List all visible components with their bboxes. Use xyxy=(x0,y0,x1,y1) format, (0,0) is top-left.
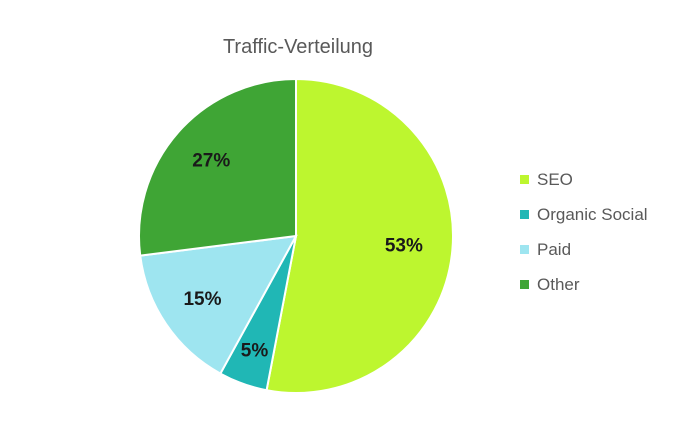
legend-label: Paid xyxy=(537,239,572,259)
legend-swatch xyxy=(520,280,529,289)
pie-slice-seo xyxy=(265,77,454,394)
legend: SEO Organic Social Paid Other xyxy=(520,162,648,302)
chart-title: Traffic-Verteilung xyxy=(222,36,374,58)
legend-swatch xyxy=(520,245,529,254)
legend-label: Organic Social xyxy=(537,204,648,224)
legend-item-paid: Paid xyxy=(520,232,648,267)
legend-item-seo: SEO xyxy=(520,162,648,197)
data-label-paid: 15% xyxy=(183,289,221,310)
legend-swatch xyxy=(520,175,529,184)
legend-swatch xyxy=(520,210,529,219)
pie-slice-other xyxy=(138,77,297,257)
data-label-seo: 53% xyxy=(385,236,423,257)
legend-item-other: Other xyxy=(520,267,648,302)
data-label-other: 27% xyxy=(192,151,230,172)
legend-label: SEO xyxy=(537,169,573,189)
legend-item-organic-social: Organic Social xyxy=(520,197,648,232)
pie-slice-paid xyxy=(139,234,298,375)
legend-label: Other xyxy=(537,274,580,294)
data-label-organic-social: 5% xyxy=(241,341,269,362)
